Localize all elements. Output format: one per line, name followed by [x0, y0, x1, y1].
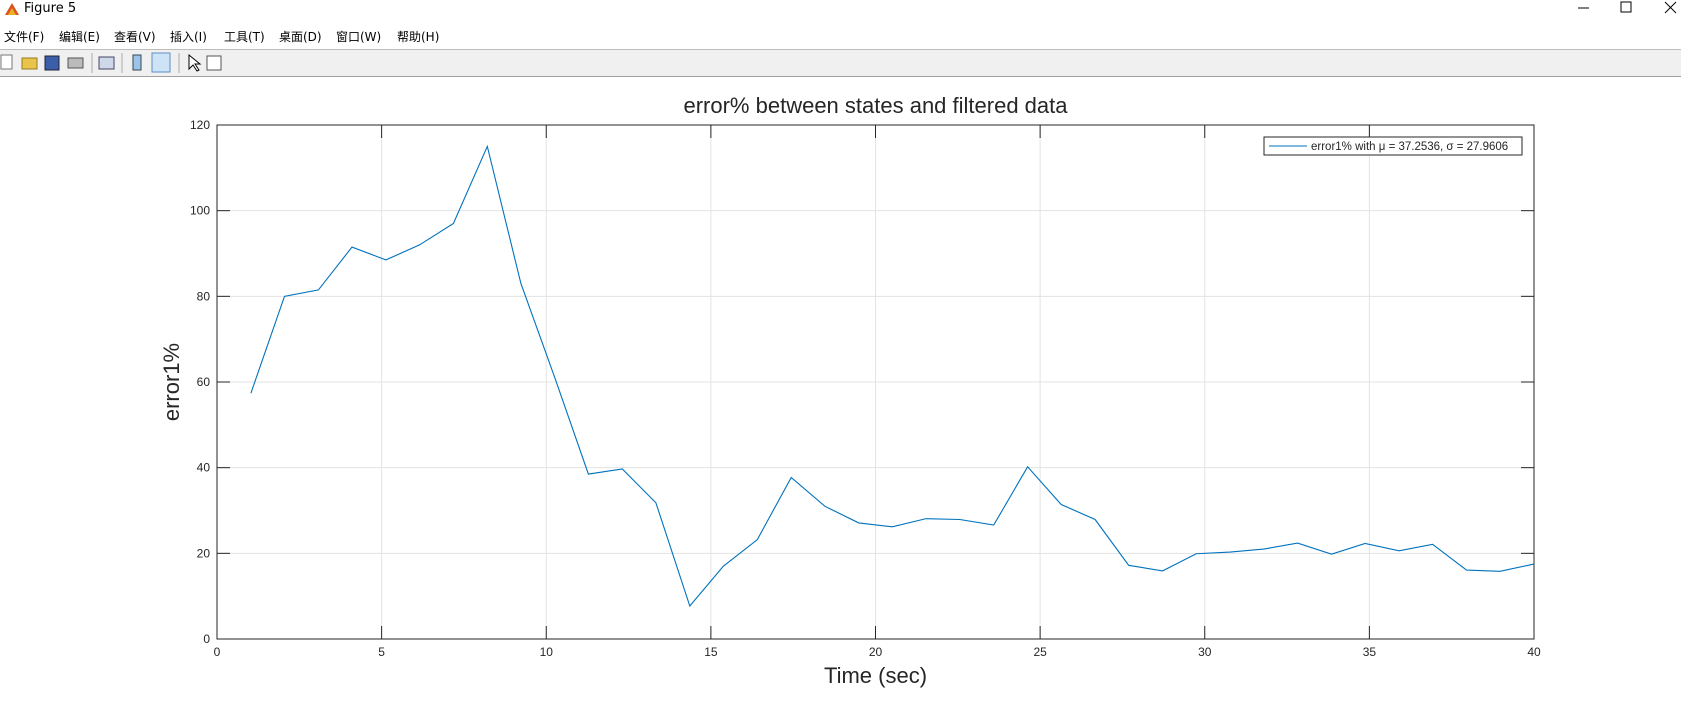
- colorbar-icon[interactable]: [132, 54, 142, 71]
- pointer-icon[interactable]: [188, 53, 202, 72]
- menu-item[interactable]: 查看(V): [114, 30, 156, 44]
- y-tick-label: 100: [190, 204, 210, 218]
- x-axis-label: Time (sec): [824, 663, 927, 688]
- legend-icon[interactable]: [151, 52, 171, 73]
- menu-bar: 文件(F) 编辑(E) 查看(V) 插入(I) 工具(T) 桌面(D) 窗口(W) 帮助(H): [0, 25, 1681, 47]
- legend-label: error1% with μ = 37.2536, σ = 27.9606: [1311, 141, 1508, 153]
- chart-title: error% between states and filtered data: [683, 93, 1068, 118]
- link-icon[interactable]: [98, 56, 115, 70]
- x-tick-label: 5: [378, 645, 385, 659]
- y-axis-label: error1%: [159, 343, 184, 421]
- axes-box: [216, 124, 1535, 640]
- x-tick-label: 40: [1527, 645, 1541, 659]
- close-button[interactable]: [1664, 1, 1677, 14]
- y-tick-label: 120: [190, 118, 210, 132]
- save-icon[interactable]: [44, 55, 60, 71]
- menu-item[interactable]: 窗口(W): [336, 30, 382, 44]
- menu-item[interactable]: 插入(I): [170, 30, 207, 44]
- x-tick-label: 20: [869, 645, 883, 659]
- new-icon[interactable]: [0, 54, 13, 70]
- data-line: [250, 144, 1535, 608]
- x-tick-label: 35: [1363, 645, 1377, 659]
- print-icon[interactable]: [67, 57, 84, 69]
- x-tick-label: 10: [540, 645, 554, 659]
- y-tick-label: 20: [197, 546, 211, 560]
- menu-item[interactable]: 工具(T): [224, 30, 265, 44]
- x-tick-label: 25: [1033, 645, 1047, 659]
- app-icon: [5, 3, 19, 15]
- y-tick-label: 80: [197, 289, 211, 303]
- legend: error1% with μ = 37.2536, σ = 27.9606: [1263, 136, 1523, 156]
- x-tick-label: 0: [214, 645, 221, 659]
- menu-item[interactable]: 编辑(E): [59, 30, 100, 44]
- maximize-button[interactable]: [1620, 1, 1632, 13]
- menu-item[interactable]: 帮助(H): [397, 30, 440, 44]
- menu-item[interactable]: 文件(F): [4, 30, 45, 44]
- toolbar: [0, 49, 1681, 77]
- menu-item[interactable]: 桌面(D): [279, 30, 322, 44]
- window-controls[interactable]: [1570, 0, 1680, 18]
- open-icon[interactable]: [21, 57, 38, 70]
- y-tick-label: 40: [197, 461, 211, 475]
- chart: 0 5 10 15 20 25 30 35 40 0 20 40 60 80 100 120 error% be…: [159, 93, 1541, 688]
- window-title: Figure 5: [24, 1, 77, 16]
- property-icon[interactable]: [206, 55, 222, 71]
- y-tick-label: 60: [197, 375, 211, 389]
- y-tick-label: 0: [203, 632, 210, 646]
- toolbar-icons[interactable]: [0, 50, 240, 76]
- x-tick-label: 15: [704, 645, 718, 659]
- legend-box: [1263, 136, 1523, 156]
- x-tick-label: 30: [1198, 645, 1212, 659]
- title-bar: Figure 5: [0, 0, 1681, 18]
